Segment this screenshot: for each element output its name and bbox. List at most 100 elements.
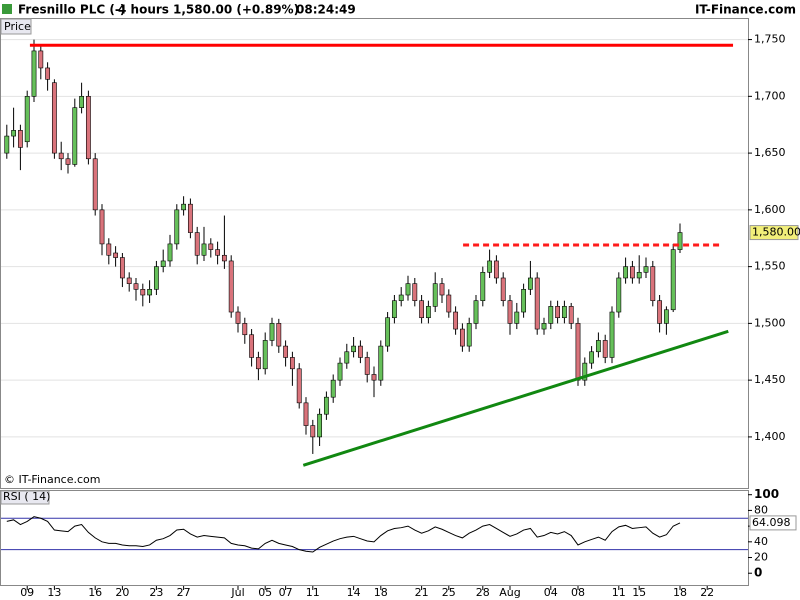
x-tick-label: 27 bbox=[177, 586, 191, 599]
candle-body bbox=[31, 50, 37, 97]
y-tick-label: 80 bbox=[754, 503, 768, 516]
x-tick-label: 18 bbox=[673, 586, 687, 599]
x-tick-label: 09 bbox=[20, 586, 34, 599]
candle-body bbox=[500, 277, 506, 301]
candle-body bbox=[262, 340, 268, 370]
candle-body bbox=[289, 357, 295, 370]
y-tick-label: 100 bbox=[754, 487, 779, 501]
y-tick-label: 1,500 bbox=[754, 316, 786, 329]
candle-body bbox=[398, 294, 404, 301]
candle-body bbox=[106, 243, 112, 256]
candle-body bbox=[242, 323, 248, 336]
x-tick-label: 13 bbox=[47, 586, 61, 599]
candle-body bbox=[296, 368, 302, 404]
candle-body bbox=[58, 152, 64, 160]
rsi-value-box bbox=[749, 515, 797, 531]
candle-body bbox=[623, 266, 629, 279]
candle-body bbox=[575, 323, 581, 381]
candle-body bbox=[92, 158, 98, 211]
candle-body bbox=[643, 266, 649, 273]
candle-body bbox=[670, 249, 676, 311]
candle-body bbox=[317, 413, 323, 438]
candle-body bbox=[602, 340, 608, 358]
candle-body bbox=[446, 294, 452, 313]
x-tick-label: 20 bbox=[115, 586, 129, 599]
candle-body bbox=[629, 266, 635, 279]
candle-body bbox=[167, 243, 173, 262]
candle-body bbox=[527, 277, 533, 290]
watermark: © IT-Finance.com bbox=[4, 473, 101, 486]
y-tick-label: 1,400 bbox=[754, 430, 786, 443]
candle-body bbox=[65, 158, 71, 165]
quote: 1,580.00 (+0.89%) bbox=[173, 3, 299, 17]
candle-body bbox=[126, 277, 132, 284]
x-tick-label: Aug bbox=[499, 586, 520, 599]
candle-body bbox=[147, 289, 153, 296]
candle-body bbox=[514, 311, 520, 324]
rsi-title: RSI ( 14) bbox=[3, 490, 50, 503]
x-tick-label: 25 bbox=[442, 586, 456, 599]
candle-body bbox=[45, 67, 51, 80]
y-tick-label: 1,750 bbox=[754, 33, 786, 46]
x-tick-label: 08 bbox=[571, 586, 585, 599]
x-tick-label: Jul bbox=[230, 586, 244, 599]
candle-body bbox=[99, 209, 105, 245]
x-tick-label: 22 bbox=[700, 586, 714, 599]
candle-body bbox=[79, 96, 85, 108]
x-tick-label: 28 bbox=[476, 586, 490, 599]
candle-body bbox=[473, 300, 479, 324]
candle-body bbox=[85, 96, 91, 160]
candle-body bbox=[187, 203, 193, 233]
x-tick-label: 11 bbox=[612, 586, 626, 599]
x-tick-label: 18 bbox=[374, 586, 388, 599]
panel-tab bbox=[0, 18, 32, 35]
candle-body bbox=[439, 283, 445, 296]
candle-body bbox=[310, 425, 316, 438]
candle-body bbox=[582, 362, 588, 381]
candle-body bbox=[493, 260, 499, 279]
candle-body bbox=[119, 257, 125, 279]
candle-body bbox=[351, 345, 357, 353]
candle-body bbox=[419, 300, 425, 319]
y-tick-label: 20 bbox=[754, 551, 768, 564]
y-tick-label: 0 bbox=[754, 566, 762, 580]
instrument: Fresnillo PLC (-) bbox=[18, 3, 125, 17]
candle-body bbox=[17, 130, 23, 148]
x-tick-label: 16 bbox=[88, 586, 102, 599]
candle-body bbox=[466, 323, 472, 347]
candle-body bbox=[561, 306, 567, 319]
candle-body bbox=[337, 362, 343, 381]
candle-body bbox=[194, 232, 200, 256]
site: IT-Finance.com bbox=[695, 3, 796, 17]
x-tick-label: 23 bbox=[149, 586, 163, 599]
candle-body bbox=[453, 311, 459, 330]
candle-body bbox=[140, 289, 146, 296]
candle-body bbox=[24, 96, 30, 143]
candle-body bbox=[636, 271, 642, 279]
y-tick-label: 1,600 bbox=[754, 203, 786, 216]
candle-body bbox=[72, 107, 78, 165]
y-tick-label: 1,450 bbox=[754, 373, 786, 386]
candle-body bbox=[548, 306, 554, 324]
candle-body bbox=[208, 243, 214, 250]
candle-body bbox=[344, 351, 350, 364]
y-tick-label: 1,550 bbox=[754, 260, 786, 273]
candle-body bbox=[405, 283, 411, 296]
header-bar bbox=[0, 0, 800, 18]
candle-body bbox=[215, 249, 221, 256]
time: 08:24:49 bbox=[296, 3, 356, 17]
candle-body bbox=[507, 300, 513, 324]
x-tick-label: 14 bbox=[347, 586, 361, 599]
candle-body bbox=[153, 266, 159, 290]
price-panel-frame bbox=[0, 18, 749, 489]
candle-body bbox=[276, 323, 282, 347]
candle-body bbox=[235, 311, 241, 324]
candle-body bbox=[657, 300, 663, 324]
candle-body bbox=[181, 203, 187, 211]
x-tick-label: 05 bbox=[258, 586, 272, 599]
candle-body bbox=[595, 340, 601, 353]
candle-body bbox=[487, 260, 493, 273]
candle-body bbox=[221, 254, 227, 262]
candle-body bbox=[459, 328, 465, 347]
